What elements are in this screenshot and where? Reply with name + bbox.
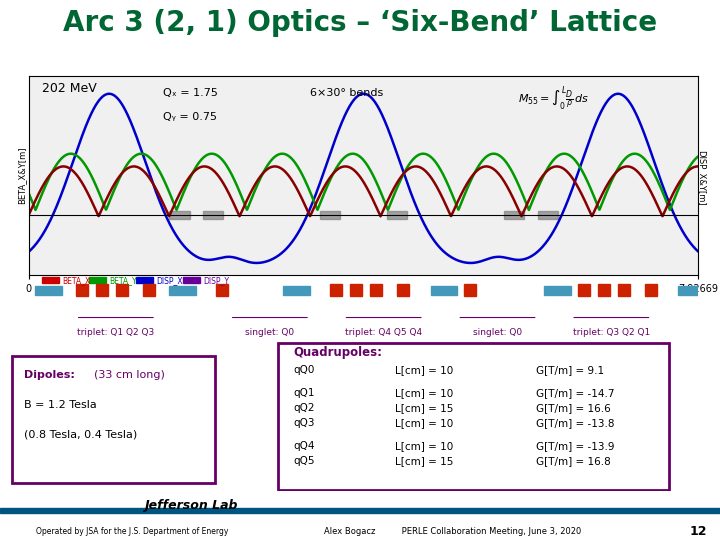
Bar (370, 284, 382, 296)
Bar (538, 212, 558, 219)
Bar (143, 284, 155, 296)
Bar (116, 284, 128, 296)
Text: qQ4: qQ4 (294, 441, 315, 451)
Text: 202 MeV: 202 MeV (42, 82, 97, 94)
Bar (35, 286, 63, 295)
Text: DISP_X&Y[m]: DISP_X&Y[m] (698, 150, 706, 206)
Text: Operated by JSA for the J.S. Department of Energy: Operated by JSA for the J.S. Department … (36, 526, 228, 536)
Text: singlet: Q0: singlet: Q0 (473, 328, 522, 337)
Bar (578, 284, 590, 296)
Text: triplet: Q3 Q2 Q1: triplet: Q3 Q2 Q1 (572, 328, 650, 337)
Text: BETA_X: BETA_X (63, 275, 91, 285)
Bar (0, 509, 720, 513)
Text: Qᵧ = 0.75: Qᵧ = 0.75 (163, 112, 217, 122)
Text: DISP_X: DISP_X (156, 275, 183, 285)
Text: L[cm] = 10: L[cm] = 10 (395, 388, 453, 398)
Text: Qₓ = 1.75: Qₓ = 1.75 (163, 87, 217, 98)
Text: qQ5: qQ5 (294, 456, 315, 466)
Text: qQ1: qQ1 (294, 388, 315, 398)
Text: G[T/m] = 9.1: G[T/m] = 9.1 (536, 366, 604, 375)
Bar (283, 286, 310, 295)
Bar (598, 284, 610, 296)
Y-axis label: BETA_X&Y[m]: BETA_X&Y[m] (17, 147, 26, 204)
Bar (203, 212, 223, 219)
Text: L[cm] = 15: L[cm] = 15 (395, 403, 453, 413)
Text: L[cm] = 10: L[cm] = 10 (395, 418, 453, 428)
Text: L[cm] = 10: L[cm] = 10 (395, 366, 453, 375)
Bar (678, 286, 705, 295)
Bar (350, 284, 362, 296)
Bar (504, 212, 524, 219)
Text: G[T/m] = -13.8: G[T/m] = -13.8 (536, 418, 614, 428)
Bar (96, 284, 108, 296)
Bar (216, 284, 228, 296)
Text: G[T/m] = 16.6: G[T/m] = 16.6 (536, 403, 611, 413)
Text: L[cm] = 15: L[cm] = 15 (395, 456, 453, 466)
Text: L[cm] = 10: L[cm] = 10 (395, 441, 453, 451)
Bar (330, 284, 342, 296)
Text: $M_{55} = \int_{0}^{L}\frac{D}{\rho}\,ds$: $M_{55} = \int_{0}^{L}\frac{D}{\rho}\,ds… (518, 85, 589, 113)
Text: Jefferson Lab: Jefferson Lab (144, 498, 238, 511)
Text: 12: 12 (690, 525, 707, 538)
Text: (0.8 Tesla, 0.4 Tesla): (0.8 Tesla, 0.4 Tesla) (24, 430, 138, 440)
Text: (33 cm long): (33 cm long) (94, 370, 164, 380)
Text: Arc 3 (2, 1) Optics – ‘Six-Bend’ Lattice: Arc 3 (2, 1) Optics – ‘Six-Bend’ Lattice (63, 9, 657, 37)
Bar (431, 286, 457, 295)
Text: BETA_Y: BETA_Y (109, 275, 137, 285)
Bar (397, 284, 409, 296)
Bar (544, 286, 571, 295)
Bar (320, 212, 340, 219)
Bar (645, 284, 657, 296)
Bar (618, 284, 630, 296)
Bar (464, 284, 476, 296)
Text: singlet: Q0: singlet: Q0 (246, 328, 294, 337)
Text: G[T/m] = -13.9: G[T/m] = -13.9 (536, 441, 614, 451)
Text: Dipoles:: Dipoles: (24, 370, 76, 380)
Text: G[T/m] = 16.8: G[T/m] = 16.8 (536, 456, 611, 466)
Bar (169, 212, 189, 219)
Text: 6×30° bends: 6×30° bends (310, 87, 383, 98)
Text: DISP_Y: DISP_Y (203, 275, 229, 285)
Text: G[T/m] = -14.7: G[T/m] = -14.7 (536, 388, 614, 398)
Text: qQ3: qQ3 (294, 418, 315, 428)
Text: qQ2: qQ2 (294, 403, 315, 413)
Text: qQ0: qQ0 (294, 366, 315, 375)
Bar (136, 278, 153, 283)
Bar (89, 278, 106, 283)
Text: B = 1.2 Tesla: B = 1.2 Tesla (24, 400, 97, 410)
Bar (76, 284, 88, 296)
Bar (183, 278, 199, 283)
Text: triplet: Q4 Q5 Q4: triplet: Q4 Q5 Q4 (345, 328, 422, 337)
Bar (42, 278, 59, 283)
Bar (387, 212, 407, 219)
Bar (169, 286, 197, 295)
Text: Quadrupoles:: Quadrupoles: (294, 346, 383, 359)
Text: Alex Bogacz          PERLE Collaboration Meeting, June 3, 2020: Alex Bogacz PERLE Collaboration Meeting,… (324, 526, 581, 536)
Text: triplet: Q1 Q2 Q3: triplet: Q1 Q2 Q3 (77, 328, 155, 337)
